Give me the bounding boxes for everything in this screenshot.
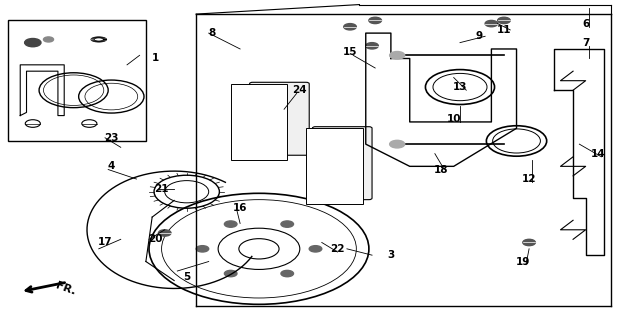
Bar — [231, 84, 287, 160]
Text: 18: 18 — [434, 164, 449, 174]
Text: 6: 6 — [582, 19, 589, 28]
Circle shape — [281, 221, 293, 227]
Circle shape — [158, 230, 171, 236]
Text: 19: 19 — [516, 257, 530, 267]
Circle shape — [498, 17, 510, 24]
Circle shape — [309, 246, 322, 252]
Circle shape — [225, 270, 237, 277]
Circle shape — [389, 52, 404, 59]
Text: 4: 4 — [108, 161, 115, 171]
Circle shape — [389, 140, 404, 148]
Circle shape — [344, 24, 357, 30]
Text: 11: 11 — [497, 25, 511, 35]
Bar — [8, 20, 146, 141]
FancyBboxPatch shape — [249, 82, 309, 155]
Text: 24: 24 — [293, 85, 307, 95]
Text: 23: 23 — [104, 133, 119, 143]
Text: 9: 9 — [475, 31, 483, 41]
Text: 5: 5 — [183, 272, 191, 282]
Circle shape — [366, 43, 379, 49]
Circle shape — [281, 270, 293, 277]
Circle shape — [523, 239, 535, 246]
Text: 14: 14 — [591, 149, 606, 159]
Text: 8: 8 — [208, 28, 215, 38]
Circle shape — [225, 221, 237, 227]
Text: 17: 17 — [98, 237, 112, 247]
Text: 21: 21 — [155, 184, 169, 194]
Text: 20: 20 — [148, 234, 163, 244]
Text: 7: 7 — [582, 38, 589, 48]
Text: 22: 22 — [330, 244, 345, 254]
Text: 10: 10 — [447, 114, 461, 124]
Circle shape — [44, 37, 54, 42]
Circle shape — [25, 38, 41, 47]
Circle shape — [196, 246, 209, 252]
Text: 12: 12 — [522, 174, 536, 184]
Text: 1: 1 — [151, 53, 159, 63]
Text: 15: 15 — [343, 47, 357, 57]
Circle shape — [485, 20, 498, 27]
Circle shape — [369, 17, 382, 24]
Text: FR.: FR. — [55, 280, 78, 297]
Text: 16: 16 — [233, 203, 247, 212]
Text: 13: 13 — [452, 82, 467, 92]
FancyBboxPatch shape — [312, 127, 372, 200]
Bar — [306, 128, 363, 204]
Text: 3: 3 — [387, 250, 394, 260]
